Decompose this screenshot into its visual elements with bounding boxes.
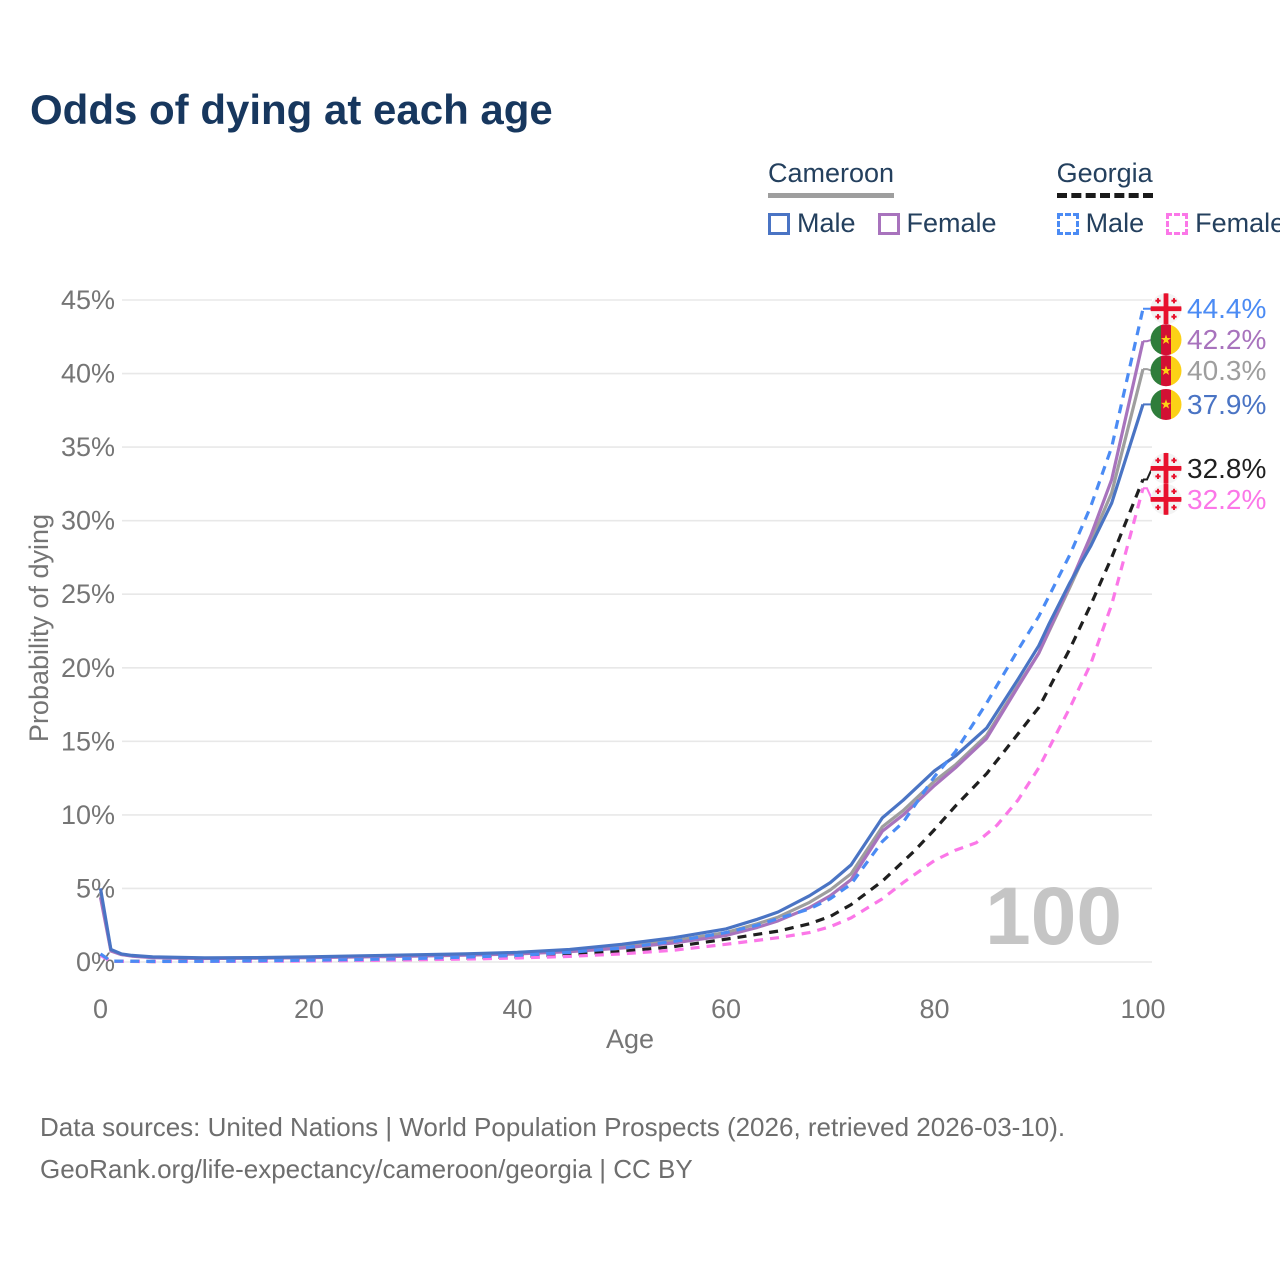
cameroon-flag-icon [1150, 324, 1182, 356]
legend-label: Male [1085, 208, 1145, 238]
x-tick-label: 80 [919, 994, 949, 1024]
series-line-cameroon-female[interactable] [98, 340, 1145, 961]
source-footer: Data sources: United Nations | World Pop… [40, 1106, 1065, 1190]
legend-item-cameroon-female[interactable]: Female [877, 208, 997, 239]
x-axis-title: Age [606, 1024, 654, 1054]
legend-label: Female [1195, 208, 1280, 238]
legend-item-georgia-female[interactable]: Female [1166, 208, 1280, 239]
y-tick-label: 25% [61, 579, 115, 609]
georgia-male-swatch-icon [1056, 212, 1079, 235]
georgia-flag-icon [1150, 483, 1182, 515]
x-tick-label: 60 [711, 994, 741, 1024]
y-tick-label: 30% [61, 506, 115, 536]
cameroon-female-swatch-icon [877, 212, 900, 235]
attribution-link[interactable]: GeoRank.org/life-expectancy/cameroon/geo… [40, 1154, 693, 1184]
cameroon-male-swatch-icon [768, 212, 790, 235]
end-value-label-cameroon-female: 42.2% [1187, 324, 1266, 355]
end-value-label-cameroon-male: 37.9% [1187, 389, 1266, 420]
series-line-cameroon-total[interactable] [98, 368, 1145, 960]
y-tick-label: 0% [76, 947, 115, 977]
series-line-georgia-male[interactable] [99, 308, 1145, 964]
georgia-flag-icon [1150, 452, 1182, 484]
page-title: Odds of dying at each age [30, 86, 553, 133]
y-axis-title: Probability of dying [24, 514, 54, 742]
data-sources-text: Data sources: United Nations | World Pop… [40, 1112, 1066, 1142]
legend-group-cameroon: Cameroon Male Female [768, 158, 997, 239]
end-value-label-georgia-male: 44.4% [1187, 293, 1266, 324]
y-tick-label: 20% [61, 653, 115, 683]
legend-item-cameroon-male[interactable]: Male [768, 208, 856, 239]
end-value-label-georgia-female: 32.2% [1187, 484, 1266, 515]
legend-country-georgia: Georgia [1056, 158, 1153, 198]
series-line-cameroon-male[interactable] [98, 403, 1145, 960]
georgia-flag-icon [1150, 293, 1182, 325]
legend-label: Male [797, 208, 856, 238]
legend-country-cameroon: Cameroon [768, 158, 895, 198]
end-value-label-cameroon-total: 40.3% [1187, 355, 1266, 386]
end-value-label-georgia-total: 32.8% [1187, 453, 1266, 484]
y-tick-label: 10% [61, 800, 115, 830]
x-tick-label: 40 [502, 994, 532, 1024]
x-tick-label: 0 [93, 994, 108, 1024]
legend-label: Female [906, 208, 997, 238]
x-tick-label: 20 [294, 994, 324, 1024]
legend-group-georgia: Georgia Male Female [1056, 158, 1280, 239]
line-chart: 0% 5% 10% 15% 20% 25% 30% 35% 40% 45% 0 20 40 60 80 100… [24, 285, 1266, 1054]
chart-legend: Cameroon Male Female Georgia Male [768, 158, 1280, 239]
legend-item-georgia-male[interactable]: Male [1056, 208, 1145, 239]
y-tick-label: 35% [61, 432, 115, 462]
y-tick-label: 5% [76, 873, 115, 903]
y-tick-label: 45% [61, 285, 115, 315]
y-tick-label: 40% [61, 359, 115, 389]
series-line-georgia-female[interactable] [99, 487, 1145, 964]
georgia-female-swatch-icon [1166, 212, 1189, 235]
age-watermark: 100 [985, 871, 1122, 962]
y-tick-label: 15% [61, 726, 115, 756]
cameroon-flag-icon [1150, 388, 1182, 420]
cameroon-flag-icon [1150, 355, 1182, 387]
x-tick-label: 100 [1120, 994, 1165, 1024]
